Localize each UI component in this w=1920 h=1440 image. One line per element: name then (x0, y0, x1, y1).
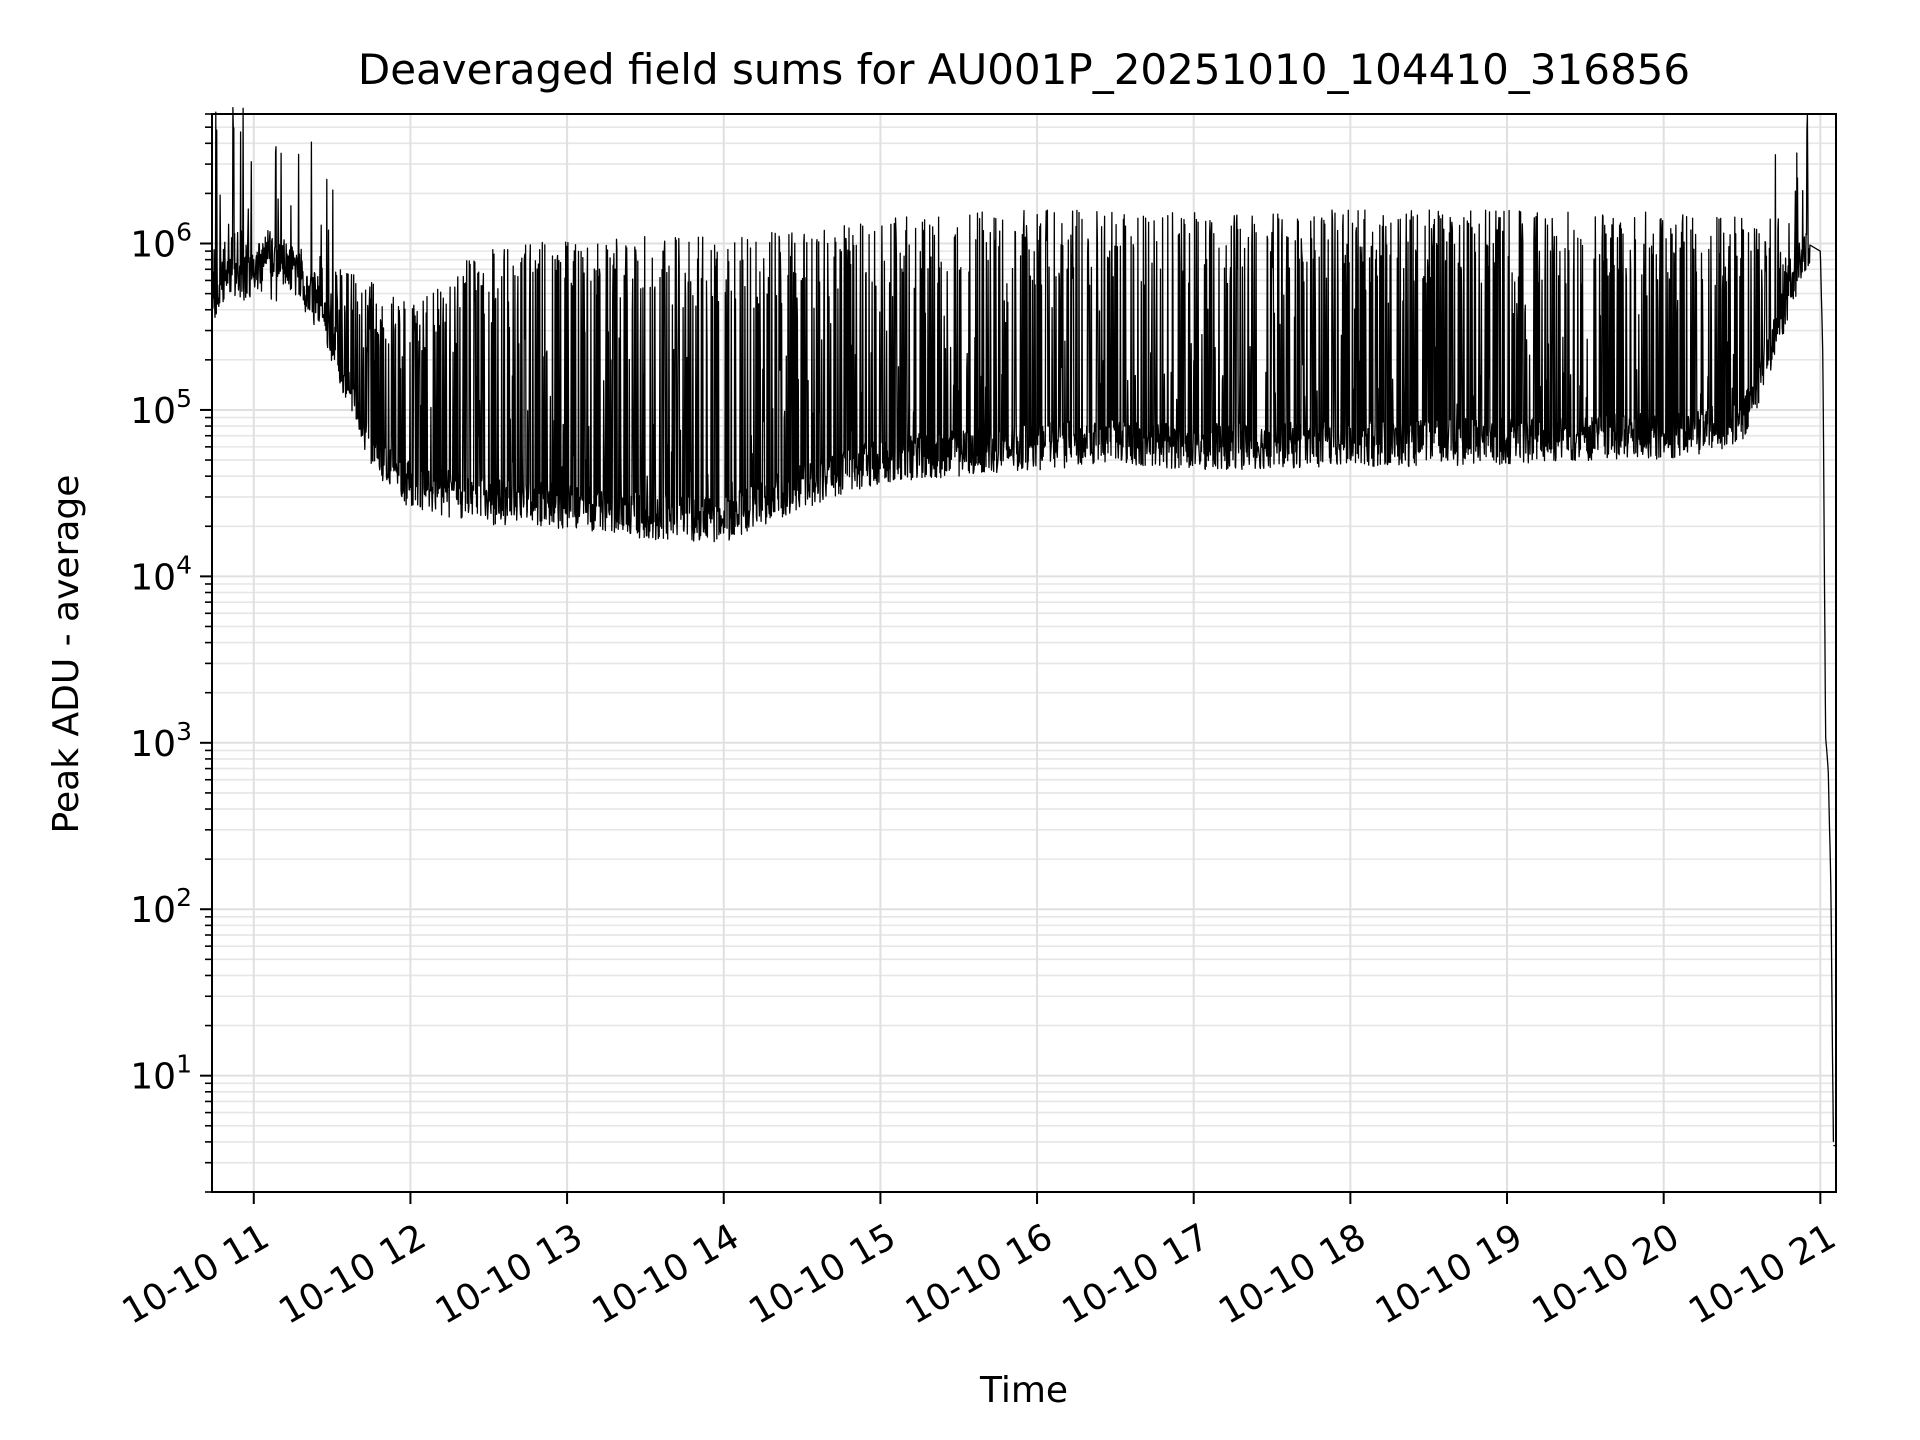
y-tick-label: 106 (130, 218, 192, 266)
y-tick-label: 102 (130, 883, 192, 931)
y-axis-label: Peak ADU - average (46, 475, 87, 834)
plot-frame (211, 113, 1837, 1193)
y-tick-label: 104 (130, 550, 192, 598)
y-tick-label: 101 (130, 1050, 192, 1098)
chart-title: Deaveraged field sums for AU001P_2025101… (358, 45, 1690, 94)
y-axis: 101 102 103 104 105 106 (130, 113, 212, 1193)
series-line (211, 106, 1835, 1142)
y-tick-label: 105 (130, 384, 192, 432)
x-axis-label: Time (979, 1370, 1068, 1411)
y-tick-label: 103 (130, 717, 192, 765)
